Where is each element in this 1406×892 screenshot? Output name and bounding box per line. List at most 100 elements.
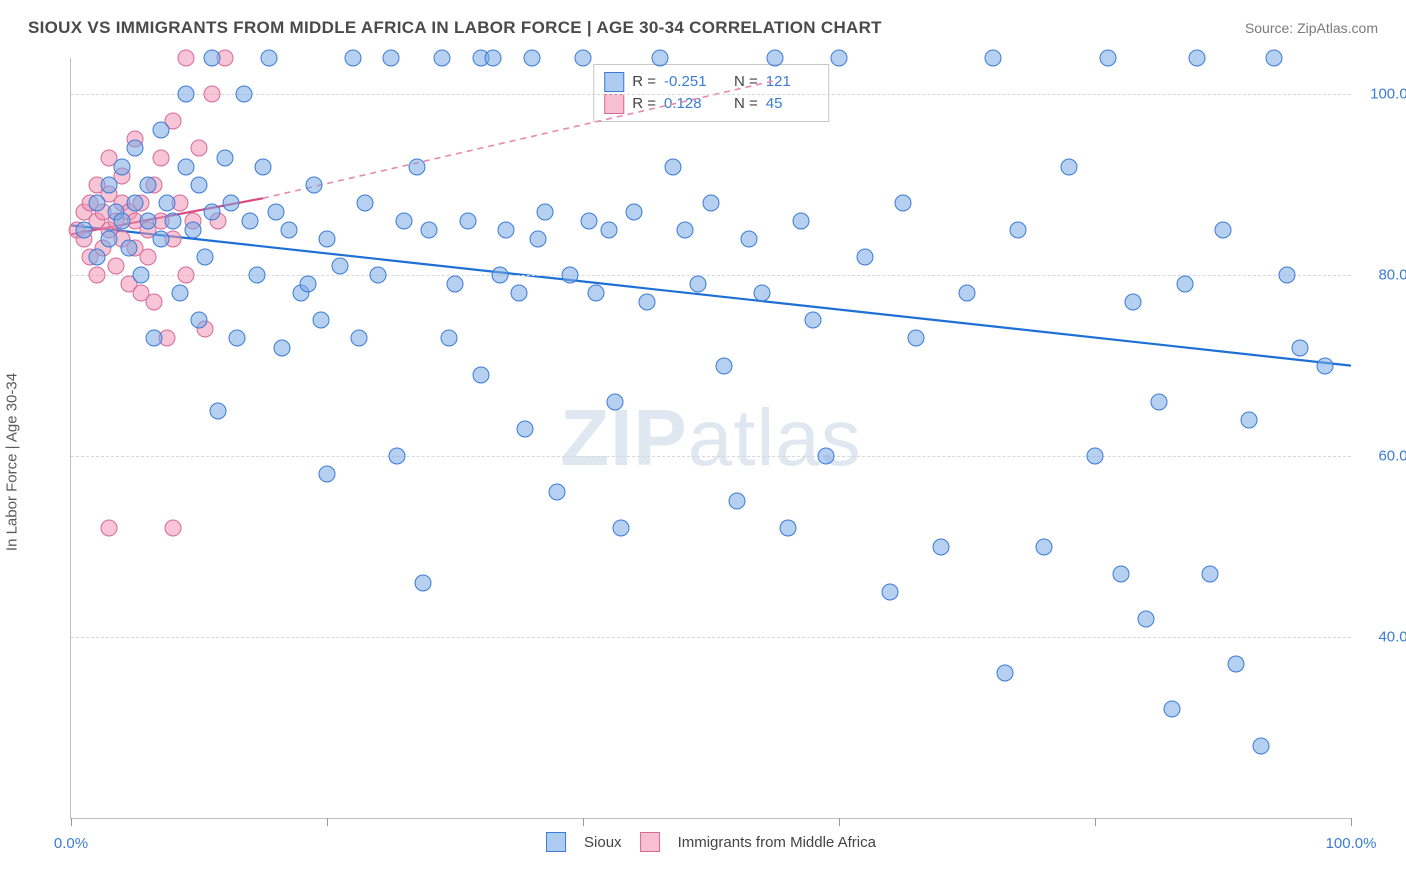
data-point (805, 312, 822, 329)
data-point (306, 176, 323, 193)
x-tick (1095, 818, 1096, 826)
data-point (114, 212, 131, 229)
data-point (101, 176, 118, 193)
data-point (127, 140, 144, 157)
data-point (485, 50, 502, 67)
legend-swatch-blue-icon (546, 832, 566, 852)
data-point (395, 212, 412, 229)
data-point (88, 249, 105, 266)
data-point (280, 221, 297, 238)
data-point (600, 221, 617, 238)
data-point (203, 50, 220, 67)
data-point (319, 466, 336, 483)
data-point (613, 520, 630, 537)
legend-swatch-pink-icon (640, 832, 660, 852)
chart-title: SIOUX VS IMMIGRANTS FROM MIDDLE AFRICA I… (28, 18, 882, 38)
data-point (370, 267, 387, 284)
watermark: ZIPatlas (560, 392, 861, 484)
legend-series: Sioux Immigrants from Middle Africa (546, 832, 876, 852)
data-point (754, 285, 771, 302)
data-point (447, 276, 464, 293)
data-point (165, 520, 182, 537)
data-point (1087, 448, 1104, 465)
data-point (178, 86, 195, 103)
data-point (415, 574, 432, 591)
data-point (178, 50, 195, 67)
data-point (1176, 276, 1193, 293)
data-point (319, 230, 336, 247)
data-point (159, 194, 176, 211)
data-point (351, 330, 368, 347)
data-point (1317, 357, 1334, 374)
data-point (421, 221, 438, 238)
data-point (664, 158, 681, 175)
data-point (440, 330, 457, 347)
data-point (248, 267, 265, 284)
legend-stats: R = -0.251 N = 121 R = 0.128 N = 45 (593, 64, 829, 122)
data-point (728, 493, 745, 510)
data-point (242, 212, 259, 229)
x-tick (327, 818, 328, 826)
data-point (626, 203, 643, 220)
data-point (152, 122, 169, 139)
data-point (1291, 339, 1308, 356)
data-point (312, 312, 329, 329)
data-point (530, 230, 547, 247)
data-point (120, 240, 137, 257)
data-point (1227, 656, 1244, 673)
data-point (997, 665, 1014, 682)
data-point (831, 50, 848, 67)
data-point (235, 86, 252, 103)
legend-label-immigrants: Immigrants from Middle Africa (678, 834, 876, 851)
data-point (389, 448, 406, 465)
data-point (523, 50, 540, 67)
data-point (587, 285, 604, 302)
data-point (690, 276, 707, 293)
data-point (882, 583, 899, 600)
chart-container: In Labor Force | Age 30-34 ZIPatlas R = … (20, 52, 1380, 872)
legend-label-sioux: Sioux (584, 834, 622, 851)
data-point (171, 285, 188, 302)
data-point (562, 267, 579, 284)
data-point (210, 402, 227, 419)
gridline-h (71, 94, 1351, 95)
gridline-h (71, 637, 1351, 638)
data-point (184, 221, 201, 238)
data-point (357, 194, 374, 211)
data-point (101, 230, 118, 247)
data-point (344, 50, 361, 67)
data-point (536, 203, 553, 220)
data-point (133, 267, 150, 284)
data-point (549, 484, 566, 501)
data-point (779, 520, 796, 537)
data-point (741, 230, 758, 247)
data-point (1266, 50, 1283, 67)
data-point (191, 312, 208, 329)
data-point (203, 203, 220, 220)
data-point (792, 212, 809, 229)
x-tick (1351, 818, 1352, 826)
x-tick (71, 818, 72, 826)
y-tick-label: 100.0% (1361, 86, 1406, 103)
data-point (203, 86, 220, 103)
x-tick (839, 818, 840, 826)
data-point (197, 249, 214, 266)
data-point (152, 149, 169, 166)
data-point (267, 203, 284, 220)
plot-area: ZIPatlas R = -0.251 N = 121 R = 0.128 N … (70, 58, 1351, 819)
data-point (178, 267, 195, 284)
data-point (575, 50, 592, 67)
data-point (191, 140, 208, 157)
data-point (818, 448, 835, 465)
data-point (88, 194, 105, 211)
data-point (491, 267, 508, 284)
data-point (75, 221, 92, 238)
gridline-h (71, 456, 1351, 457)
data-point (408, 158, 425, 175)
data-point (229, 330, 246, 347)
y-tick-label: 40.0% (1361, 629, 1406, 646)
data-point (434, 50, 451, 67)
data-point (1215, 221, 1232, 238)
data-point (88, 267, 105, 284)
data-point (1163, 701, 1180, 718)
